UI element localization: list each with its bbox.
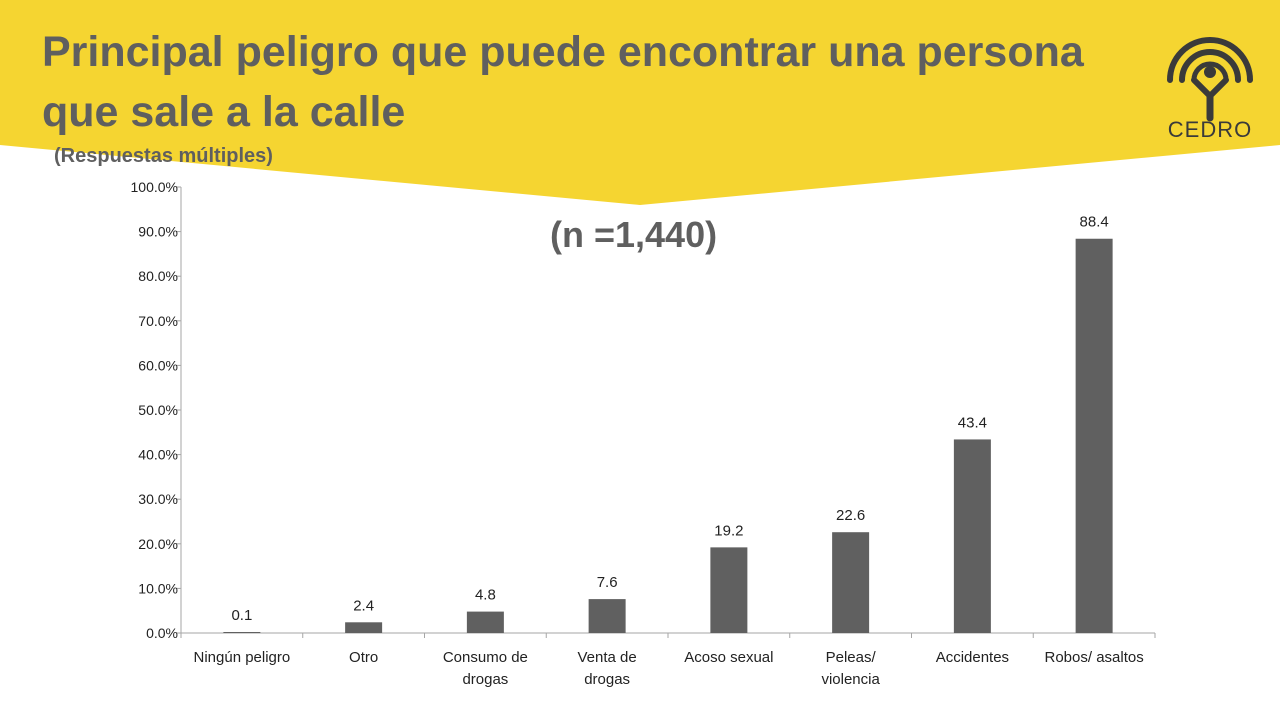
page-title: Principal peligro que puede encontrar un… <box>42 28 1084 136</box>
y-tick-label: 100.0% <box>131 179 178 195</box>
bar <box>466 611 504 633</box>
y-tick-label: 20.0% <box>138 536 178 552</box>
data-label: 4.8 <box>475 587 496 604</box>
bar <box>223 632 261 633</box>
y-tick-label: 90.0% <box>138 224 178 240</box>
cedro-logo: CEDRO <box>1167 37 1253 142</box>
data-labels: 0.1 2.4 4.8 7.6 19.2 22.6 43.4 88.4 <box>231 214 1108 624</box>
data-label: 7.6 <box>597 574 618 591</box>
y-tick-label: 40.0% <box>138 447 178 463</box>
y-tick-label: 80.0% <box>138 268 178 284</box>
category-label: Acoso sexual <box>684 649 773 666</box>
header-banner <box>0 0 1280 205</box>
category-label: Peleas/ <box>826 649 877 666</box>
y-tick-label: 60.0% <box>138 357 178 373</box>
bar <box>953 439 991 633</box>
y-tick-label: 50.0% <box>138 402 178 418</box>
category-label: Consumo de <box>443 649 528 666</box>
category-label: Accidentes <box>936 649 1009 666</box>
y-axis: 0.0% 10.0% 20.0% 30.0% 40.0% 50.0% 60.0% 70.0% 8… <box>131 179 182 641</box>
sample-size-note: (n =1,440) <box>550 214 718 255</box>
x-axis <box>180 632 1156 638</box>
y-tick-label: 0.0% <box>146 625 178 641</box>
bar <box>1075 238 1113 633</box>
category-labels: Ningún peligro Otro Consumo de drogas Venta … <box>194 649 1144 688</box>
data-label: 2.4 <box>353 597 374 614</box>
bar <box>832 532 870 633</box>
logo-text: CEDRO <box>1168 117 1252 142</box>
y-tick-label: 70.0% <box>138 313 178 329</box>
chart-subtitle: (Respuestas múltiples) <box>54 145 273 167</box>
data-label: 0.1 <box>231 607 252 624</box>
bar <box>588 599 626 633</box>
data-label: 88.4 <box>1080 214 1109 231</box>
bar <box>345 622 383 633</box>
data-label: 43.4 <box>958 414 987 431</box>
category-label: Ningún peligro <box>194 649 291 666</box>
person-under-arches-icon <box>1167 37 1253 122</box>
bar <box>710 547 748 633</box>
category-label: Venta de <box>578 649 637 666</box>
data-label: 19.2 <box>714 522 743 539</box>
category-label: Otro <box>349 649 378 666</box>
bars <box>223 238 1113 633</box>
y-tick-label: 10.0% <box>138 580 178 596</box>
category-label: drogas <box>584 671 630 688</box>
category-label: violencia <box>821 671 880 688</box>
category-label: drogas <box>462 671 508 688</box>
data-label: 22.6 <box>836 507 865 524</box>
y-tick-label: 30.0% <box>138 491 178 507</box>
category-label: Robos/ asaltos <box>1045 649 1144 666</box>
